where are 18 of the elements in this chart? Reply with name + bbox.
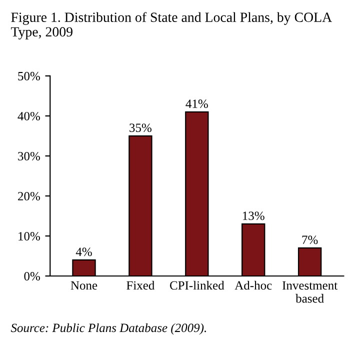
source-note: Source: Public Plans Database (2009). — [10, 323, 206, 335]
y-tick-label: 20% — [18, 192, 40, 200]
data-label: 35% — [130, 124, 152, 132]
x-tick-label: Fixed — [126, 280, 155, 290]
data-label: 7% — [302, 236, 318, 244]
y-tick-label: 0% — [24, 272, 40, 280]
x-tick-label: Ad-hoc — [234, 280, 272, 290]
y-tick-label: 40% — [18, 112, 40, 120]
data-label: 13% — [242, 212, 264, 220]
y-tick-label: 10% — [18, 232, 40, 240]
data-label: 4% — [76, 248, 92, 256]
chart-title: Figure 1. Distribution of State and Local Plans, by COLA Type, 2009 — [10, 12, 332, 40]
x-tick-label: Investment based — [282, 281, 338, 303]
x-tick-label: CPI-linked — [170, 280, 224, 290]
x-tick-label: None — [70, 281, 98, 290]
data-label: 41% — [186, 100, 208, 108]
y-tick-label: 30% — [18, 152, 40, 160]
y-tick-label: 50% — [18, 72, 40, 80]
